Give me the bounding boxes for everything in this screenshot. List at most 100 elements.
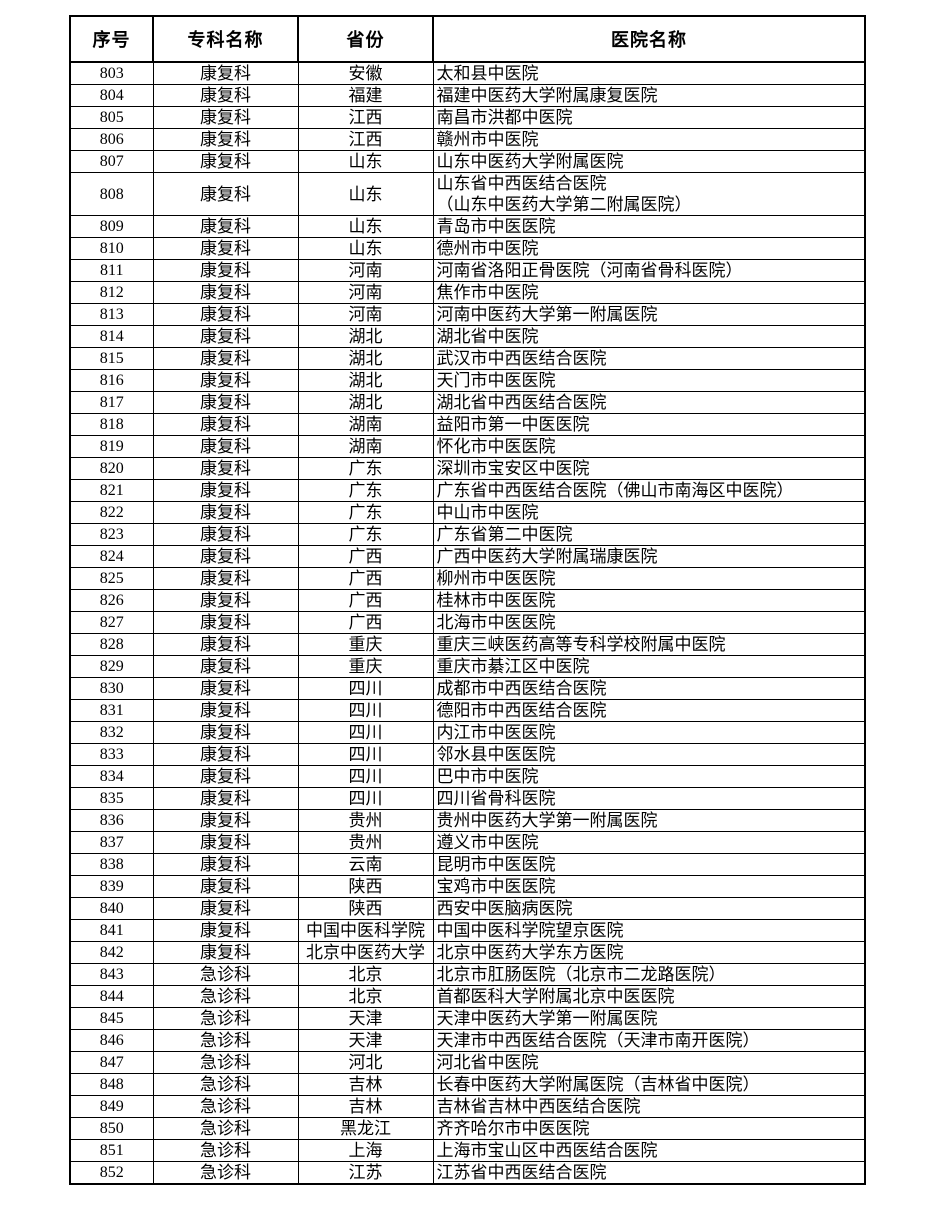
cell-specialty: 康复科 <box>152 809 299 832</box>
cell-specialty: 康复科 <box>152 787 299 810</box>
cell-seq: 832 <box>69 721 154 744</box>
cell-hospital: 南昌市洪都中医院 <box>432 106 866 129</box>
table-row: 848 急诊科 吉林 长春中医药大学附属医院（吉林省中医院） <box>69 1073 866 1096</box>
table-row: 839 康复科 陕西 宝鸡市中医医院 <box>69 875 866 898</box>
cell-seq: 845 <box>69 1007 154 1030</box>
cell-hospital: 湖北省中医院 <box>432 325 866 348</box>
table-row: 812 康复科 河南 焦作市中医院 <box>69 281 866 304</box>
cell-specialty: 康复科 <box>152 150 299 173</box>
cell-province: 广西 <box>297 567 434 590</box>
cell-seq: 819 <box>69 435 154 458</box>
cell-specialty: 康复科 <box>152 545 299 568</box>
cell-hospital: 柳州市中医医院 <box>432 567 866 590</box>
cell-hospital: 深圳市宝安区中医院 <box>432 457 866 480</box>
cell-province: 中国中医科学院 <box>297 919 434 942</box>
cell-seq: 831 <box>69 699 154 722</box>
table-row: 828 康复科 重庆 重庆三峡医药高等专科学校附属中医院 <box>69 633 866 656</box>
table-row: 832 康复科 四川 内江市中医医院 <box>69 721 866 744</box>
table-row: 833 康复科 四川 邻水县中医医院 <box>69 743 866 766</box>
table-row: 849 急诊科 吉林 吉林省吉林中西医结合医院 <box>69 1095 866 1118</box>
cell-seq: 839 <box>69 875 154 898</box>
cell-province: 陕西 <box>297 897 434 920</box>
cell-province: 天津 <box>297 1007 434 1030</box>
cell-hospital: 怀化市中医医院 <box>432 435 866 458</box>
cell-hospital: 焦作市中医院 <box>432 281 866 304</box>
cell-seq: 811 <box>69 259 154 282</box>
cell-hospital: 福建中医药大学附属康复医院 <box>432 84 866 107</box>
cell-hospital: 中山市中医院 <box>432 501 866 524</box>
cell-specialty: 急诊科 <box>152 1051 299 1074</box>
cell-specialty: 康复科 <box>152 369 299 392</box>
cell-hospital: 太和县中医院 <box>432 61 866 85</box>
cell-hospital: 北海市中医医院 <box>432 611 866 634</box>
cell-province: 四川 <box>297 699 434 722</box>
cell-province: 山东 <box>297 237 434 260</box>
cell-province: 天津 <box>297 1029 434 1052</box>
table-row: 806 康复科 江西 赣州市中医院 <box>69 128 866 151</box>
cell-hospital: 武汉市中西医结合医院 <box>432 347 866 370</box>
table-row: 825 康复科 广西 柳州市中医医院 <box>69 567 866 590</box>
table-row: 846 急诊科 天津 天津市中西医结合医院（天津市南开医院） <box>69 1029 866 1052</box>
cell-hospital: 青岛市中医医院 <box>432 215 866 238</box>
table-row: 820 康复科 广东 深圳市宝安区中医院 <box>69 457 866 480</box>
cell-hospital: 北京市肛肠医院（北京市二龙路医院） <box>432 963 866 986</box>
cell-specialty: 急诊科 <box>152 1117 299 1140</box>
cell-province: 江西 <box>297 106 434 129</box>
cell-seq: 809 <box>69 215 154 238</box>
cell-seq: 835 <box>69 787 154 810</box>
table-row: 850 急诊科 黑龙江 齐齐哈尔市中医医院 <box>69 1117 866 1140</box>
cell-specialty: 康复科 <box>152 589 299 612</box>
cell-hospital: 河南省洛阳正骨医院（河南省骨科医院） <box>432 259 866 282</box>
cell-hospital: 天津市中西医结合医院（天津市南开医院） <box>432 1029 866 1052</box>
table-row: 845 急诊科 天津 天津中医药大学第一附属医院 <box>69 1007 866 1030</box>
cell-specialty: 康复科 <box>152 325 299 348</box>
table-row: 835 康复科 四川 四川省骨科医院 <box>69 787 866 810</box>
table-row: 831 康复科 四川 德阳市中西医结合医院 <box>69 699 866 722</box>
table-row: 803 康复科 安徽 太和县中医院 <box>69 61 866 85</box>
cell-seq: 825 <box>69 567 154 590</box>
cell-province: 贵州 <box>297 809 434 832</box>
hospital-list-table: 序号 专科名称 省份 医院名称 803 康复科 安徽 太和县中医院 804 康复科 福建 福建… <box>69 15 866 1185</box>
cell-hospital: 桂林市中医医院 <box>432 589 866 612</box>
table-row: 834 康复科 四川 巴中市中医院 <box>69 765 866 788</box>
column-header-seq: 序号 <box>69 15 154 63</box>
cell-hospital: 河北省中医院 <box>432 1051 866 1074</box>
cell-province: 江苏 <box>297 1161 434 1185</box>
cell-hospital: 益阳市第一中医医院 <box>432 413 866 436</box>
table-row: 852 急诊科 江苏 江苏省中西医结合医院 <box>69 1161 866 1185</box>
cell-province: 山东 <box>297 215 434 238</box>
cell-specialty: 康复科 <box>152 875 299 898</box>
table-row: 807 康复科 山东 山东中医药大学附属医院 <box>69 150 866 173</box>
cell-province: 云南 <box>297 853 434 876</box>
cell-hospital: 天津中医药大学第一附属医院 <box>432 1007 866 1030</box>
table-row: 815 康复科 湖北 武汉市中西医结合医院 <box>69 347 866 370</box>
cell-seq: 804 <box>69 84 154 107</box>
cell-specialty: 康复科 <box>152 831 299 854</box>
cell-hospital: 广东省第二中医院 <box>432 523 866 546</box>
table-row: 804 康复科 福建 福建中医药大学附属康复医院 <box>69 84 866 107</box>
cell-province: 广西 <box>297 589 434 612</box>
cell-specialty: 康复科 <box>152 699 299 722</box>
cell-hospital: 遵义市中医院 <box>432 831 866 854</box>
cell-specialty: 康复科 <box>152 61 299 85</box>
cell-hospital: 昆明市中医医院 <box>432 853 866 876</box>
cell-specialty: 康复科 <box>152 259 299 282</box>
cell-seq: 846 <box>69 1029 154 1052</box>
cell-hospital: 齐齐哈尔市中医医院 <box>432 1117 866 1140</box>
cell-province: 广东 <box>297 457 434 480</box>
cell-hospital: 巴中市中医院 <box>432 765 866 788</box>
cell-seq: 822 <box>69 501 154 524</box>
cell-specialty: 康复科 <box>152 919 299 942</box>
cell-seq: 815 <box>69 347 154 370</box>
table-body: 803 康复科 安徽 太和县中医院 804 康复科 福建 福建中医药大学附属康复医院 805 康复… <box>69 61 866 1185</box>
cell-hospital: 长春中医药大学附属医院（吉林省中医院） <box>432 1073 866 1096</box>
cell-specialty: 康复科 <box>152 84 299 107</box>
cell-hospital: 邻水县中医医院 <box>432 743 866 766</box>
cell-province: 河南 <box>297 303 434 326</box>
cell-province: 广西 <box>297 545 434 568</box>
table-row: 818 康复科 湖南 益阳市第一中医医院 <box>69 413 866 436</box>
table-row: 838 康复科 云南 昆明市中医医院 <box>69 853 866 876</box>
cell-province: 四川 <box>297 765 434 788</box>
cell-specialty: 康复科 <box>152 237 299 260</box>
table-row: 808 康复科 山东 山东省中西医结合医院 （山东中医药大学第二附属医院） <box>69 172 866 216</box>
